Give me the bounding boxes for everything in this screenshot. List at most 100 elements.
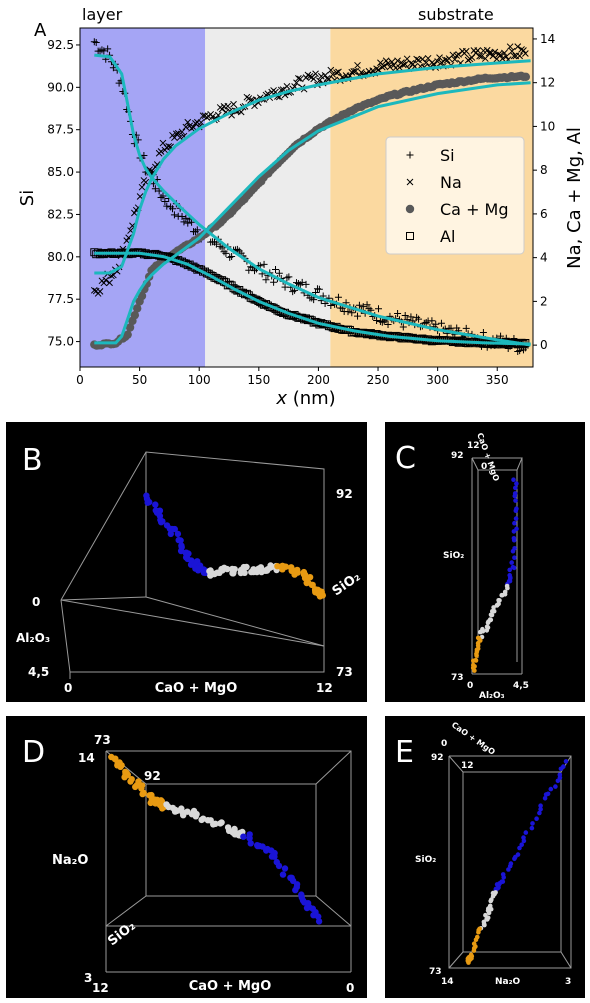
point-layer xyxy=(299,897,307,904)
point-layer xyxy=(519,842,524,847)
al2o3-right-tick: 4,5 xyxy=(513,681,529,691)
x-tick-label: 100 xyxy=(188,373,211,387)
legend: Si Na Ca + Mg Al xyxy=(385,136,525,255)
point-middle xyxy=(179,809,186,816)
point-na xyxy=(441,56,449,64)
point-na xyxy=(499,55,506,63)
point-si xyxy=(212,240,220,248)
point-na xyxy=(378,63,386,71)
point-na xyxy=(348,68,356,76)
point-si xyxy=(401,312,409,320)
panel-c-3d-plot: C 92 12 CaO + MgO 0 SiO₂ 73 0 4,5 Al₂O₃ xyxy=(385,422,585,702)
x-axis-label: x (nm) xyxy=(275,388,335,409)
point-substrate xyxy=(316,591,323,598)
point-si xyxy=(375,305,383,313)
point-na xyxy=(462,47,470,55)
point-si xyxy=(140,152,148,160)
point-si xyxy=(437,319,445,327)
cao-mgo-mid-tick: 12 xyxy=(461,761,474,771)
point-layer xyxy=(315,913,322,920)
point-layer xyxy=(558,766,564,772)
point-si xyxy=(272,266,280,274)
point-layer xyxy=(152,501,159,508)
point-si xyxy=(384,320,392,328)
point-substrate xyxy=(132,783,139,791)
left-tick-label: 92.5 xyxy=(47,38,74,52)
point-si xyxy=(334,293,342,301)
point-na xyxy=(190,123,197,131)
point-layer xyxy=(292,886,299,894)
point-middle xyxy=(212,820,219,827)
cao-mgo-axis-label: CaO + MgO xyxy=(189,979,272,994)
point-layer xyxy=(517,845,522,851)
point-layer xyxy=(143,492,150,499)
sio2-axis-label: SiO₂ xyxy=(330,569,364,599)
point-layer xyxy=(275,862,283,870)
point-si xyxy=(462,324,470,332)
point-layer xyxy=(513,485,518,491)
point-layer xyxy=(511,529,517,534)
point-substrate xyxy=(474,653,479,658)
point-substrate xyxy=(466,958,472,963)
point-substrate xyxy=(121,774,128,781)
point-layer xyxy=(281,865,289,872)
point-si xyxy=(169,205,177,213)
point-substrate xyxy=(291,571,298,578)
panel-b-3d-plot: B 92 SiO₂ 73 0 Al₂O₃ 4,5 0 CaO + MgO 12 xyxy=(6,422,367,702)
point-na xyxy=(394,57,401,65)
point-si xyxy=(151,185,159,193)
x-axis-ticks: 0 50 100 150 200 250 300 350 xyxy=(76,367,509,387)
point-si xyxy=(270,278,278,286)
point-si xyxy=(218,244,226,252)
x-tick-label: 250 xyxy=(367,373,390,387)
point-middle xyxy=(207,817,214,824)
point-middle xyxy=(484,628,490,633)
right-tick-label: 14 xyxy=(540,32,555,46)
point-middle xyxy=(486,910,492,916)
point-si xyxy=(193,226,201,234)
na2o-axis-label: Na₂O xyxy=(52,853,88,868)
point-na xyxy=(224,102,232,110)
point-na xyxy=(388,58,396,66)
point-substrate xyxy=(473,657,479,663)
point-substrate xyxy=(117,763,124,770)
point-layer xyxy=(315,918,323,925)
fit-curves xyxy=(94,53,531,347)
point-layer xyxy=(177,537,184,544)
point-na xyxy=(325,75,333,83)
panel-letter-d: D xyxy=(22,735,45,770)
point-layer xyxy=(537,810,542,816)
point-layer xyxy=(188,557,195,564)
point-substrate xyxy=(303,574,311,581)
x-tick-label: 150 xyxy=(247,373,270,387)
point-si xyxy=(394,310,402,318)
point-na xyxy=(430,60,438,68)
point-si xyxy=(327,301,335,309)
point-layer xyxy=(553,784,558,789)
point-middle xyxy=(488,612,494,618)
point-layer xyxy=(512,856,517,862)
x-tick-label: 200 xyxy=(307,373,330,387)
point-substrate xyxy=(471,948,477,953)
point-layer xyxy=(509,560,514,565)
point-na xyxy=(188,125,195,132)
point-si xyxy=(92,39,100,47)
point-layer xyxy=(563,759,569,764)
point-layer xyxy=(538,806,543,812)
point-na xyxy=(453,52,461,59)
point-na xyxy=(508,47,516,55)
point-layer xyxy=(512,520,517,526)
point-layer xyxy=(506,867,511,872)
point-middle xyxy=(482,922,487,928)
point-na xyxy=(474,47,482,54)
box-frame xyxy=(471,457,523,675)
point-na xyxy=(375,66,382,74)
point-na xyxy=(396,64,403,71)
point-middle xyxy=(505,585,510,591)
cao-mgo-right-tick: 0 xyxy=(346,981,354,995)
point-ca-mg xyxy=(521,72,531,81)
point-na xyxy=(476,52,483,60)
point-na xyxy=(333,69,340,76)
legend-label: Ca + Mg xyxy=(440,200,509,219)
composition-points xyxy=(108,753,323,925)
